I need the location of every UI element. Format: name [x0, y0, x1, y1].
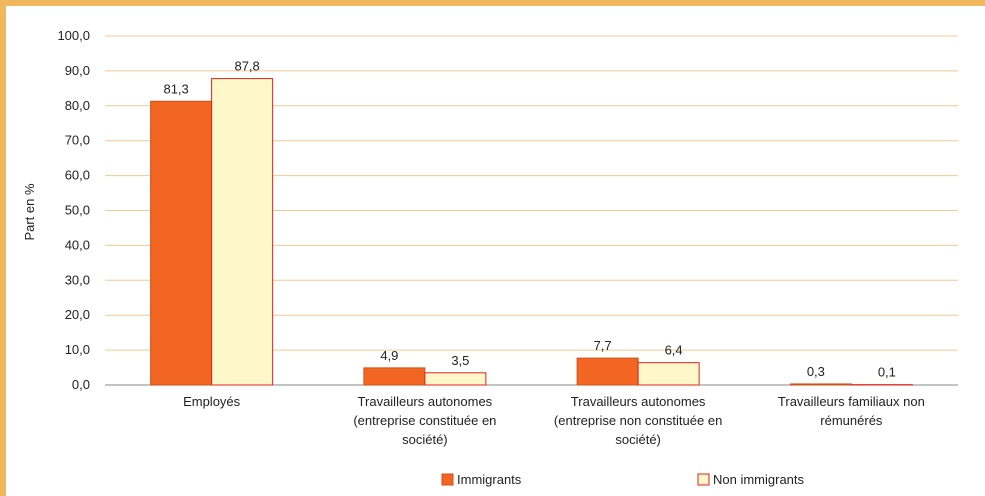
- data-labels: 81,3 87,8 4,9 3,5 7,7 6,4 0,3 0,1: [163, 59, 895, 380]
- legend-swatch: [441, 473, 454, 486]
- bar-immigrants: [363, 367, 426, 386]
- legend-label: Immigrants: [457, 472, 522, 487]
- y-tick-label: 20,0: [65, 307, 90, 322]
- category-label: (entreprise non constituée en: [554, 413, 722, 428]
- bar-immigrants: [789, 383, 852, 386]
- data-label: 7,7: [594, 338, 612, 353]
- bar-non-immigrants: [424, 372, 487, 386]
- category-label: Employés: [183, 394, 241, 409]
- y-tick-label: 100,0: [57, 28, 90, 43]
- y-tick-label: 50,0: [65, 203, 90, 218]
- data-label: 4,9: [380, 348, 398, 363]
- category-label: (entreprise constituée en: [353, 413, 496, 428]
- y-tick-label: 70,0: [65, 133, 90, 148]
- legend-label: Non immigrants: [713, 472, 805, 487]
- legend-swatch: [697, 473, 710, 486]
- data-label: 6,4: [665, 343, 683, 358]
- bar-non-immigrants: [211, 78, 274, 386]
- top-border: [0, 0, 985, 6]
- data-label: 87,8: [234, 59, 259, 74]
- bars: [150, 78, 913, 386]
- bar-immigrants: [150, 100, 213, 386]
- y-tick-label: 80,0: [65, 98, 90, 113]
- category-label: Travailleurs autonomes: [571, 394, 706, 409]
- y-axis-title: Part en %: [22, 183, 37, 241]
- data-label: 0,1: [878, 365, 896, 380]
- category-label: Travailleurs familiaux non: [778, 394, 925, 409]
- data-label: 3,5: [451, 353, 469, 368]
- y-tick-label: 60,0: [65, 168, 90, 183]
- y-tick-label: 0,0: [72, 377, 90, 392]
- data-label: 81,3: [163, 81, 188, 96]
- y-tick-label: 40,0: [65, 237, 90, 252]
- category-label: Travailleurs autonomes: [358, 394, 493, 409]
- y-tick-label: 30,0: [65, 272, 90, 287]
- category-label: société): [615, 432, 661, 447]
- legend: Immigrants Non immigrants: [441, 472, 805, 487]
- y-tick-label: 90,0: [65, 63, 90, 78]
- bar-non-immigrants: [637, 362, 700, 386]
- category-label: rémunérés: [820, 413, 883, 428]
- category-labels: Employés Travailleurs autonomes (entrepris…: [183, 394, 925, 447]
- bar-immigrants: [576, 357, 639, 386]
- y-tick-labels: 0,0 10,0 20,0 30,0 40,0 50,0 60,0 70,0 80,0 90,0 1…: [57, 28, 90, 392]
- y-tick-label: 10,0: [65, 342, 90, 357]
- category-label: société): [402, 432, 448, 447]
- data-label: 0,3: [807, 364, 825, 379]
